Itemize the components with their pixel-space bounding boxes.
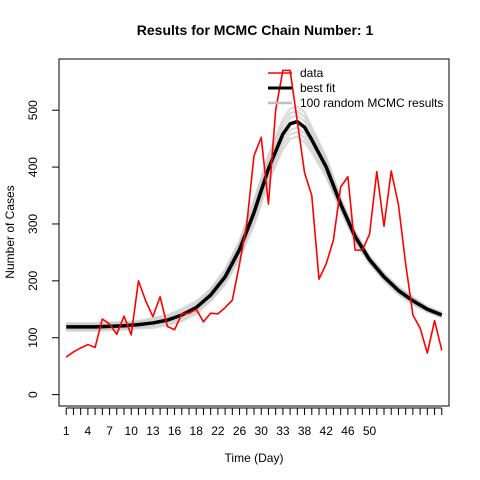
mcmc-curve [66,135,443,332]
x-tick-label: 16 [168,424,182,438]
x-tick-label: 13 [146,424,160,438]
x-tick-label: 1 [63,424,70,438]
legend-label: 100 random MCMC results [300,96,443,110]
y-tick-label: 100 [26,327,40,347]
x-tick-label: 46 [341,424,355,438]
plot-frame [58,58,450,407]
y-tick-label: 400 [26,157,40,177]
x-tick-label: 26 [233,424,247,438]
x-axis-title: Time (Day) [225,451,284,465]
x-tick-label: 22 [211,424,225,438]
data-line [65,69,443,358]
x-tick-label: 7 [106,424,113,438]
x-tick-label: 18 [190,424,204,438]
legend-label: data [300,66,324,80]
x-tick-label: 50 [363,424,377,438]
x-tick-label: 10 [125,424,139,438]
x-tick-label: 42 [320,424,334,438]
x-axis: 1 4 7 10 13 16 18 22 26 30 33 38 42 46 50 [63,407,443,438]
best-fit-line [66,119,443,329]
chart-title: Results for MCMC Chain Number: 1 [137,22,374,38]
y-tick-label: 300 [26,214,40,234]
x-tick-label: 4 [85,424,92,438]
x-tick-label: 30 [255,424,269,438]
x-tick-label: 33 [276,424,290,438]
y-axis: 0 100 200 300 400 500 [26,100,59,398]
y-axis-title: Number of Cases [3,185,17,278]
y-tick-label: 0 [26,391,40,398]
x-tick-label: 38 [298,424,312,438]
legend-label: best fit [300,81,336,95]
series-layer [65,69,443,358]
y-tick-label: 500 [26,100,40,120]
y-tick-label: 200 [26,271,40,291]
